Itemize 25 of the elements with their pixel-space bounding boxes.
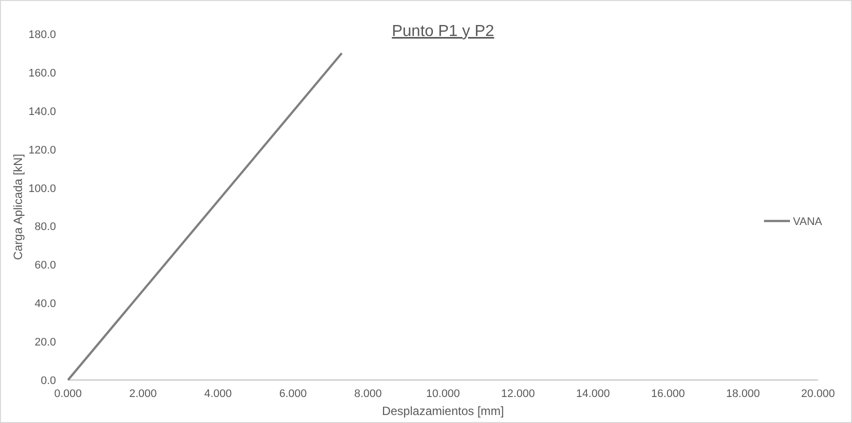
legend-label: VANA — [793, 216, 823, 228]
y-tick-label: 180.0 — [28, 29, 56, 41]
chart-title: Punto P1 y P2 — [392, 23, 494, 40]
x-tick-label: 10.000 — [426, 388, 460, 400]
x-axis-title: Desplazamientos [mm] — [382, 404, 504, 418]
y-tick-label: 20.0 — [34, 336, 56, 349]
x-tick-label: 6.000 — [279, 388, 307, 400]
y-tick-label: 80.0 — [34, 221, 56, 234]
x-tick-label: 12.000 — [501, 388, 535, 400]
y-tick-label: 140.0 — [28, 106, 56, 118]
y-tick-label: 40.0 — [34, 298, 56, 310]
y-tick-label: 0.0 — [40, 375, 56, 387]
x-tick-label: 0.000 — [54, 388, 82, 400]
x-tick-label: 14.000 — [576, 388, 610, 400]
y-tick-label: 100.0 — [28, 182, 56, 195]
x-tick-label: 18.000 — [726, 388, 760, 400]
y-tick-label: 160.0 — [28, 67, 56, 80]
y-tick-label: 60.0 — [34, 260, 56, 272]
x-tick-label: 20.000 — [801, 388, 835, 400]
y-tick-label: 120.0 — [28, 144, 56, 156]
x-tick-label: 2.000 — [129, 388, 157, 400]
x-tick-label: 8.000 — [354, 388, 382, 400]
x-tick-label: 16.000 — [651, 388, 685, 400]
x-tick-label: 4.000 — [204, 388, 232, 400]
y-axis-title: Carga Aplicada [kN] — [11, 154, 25, 260]
